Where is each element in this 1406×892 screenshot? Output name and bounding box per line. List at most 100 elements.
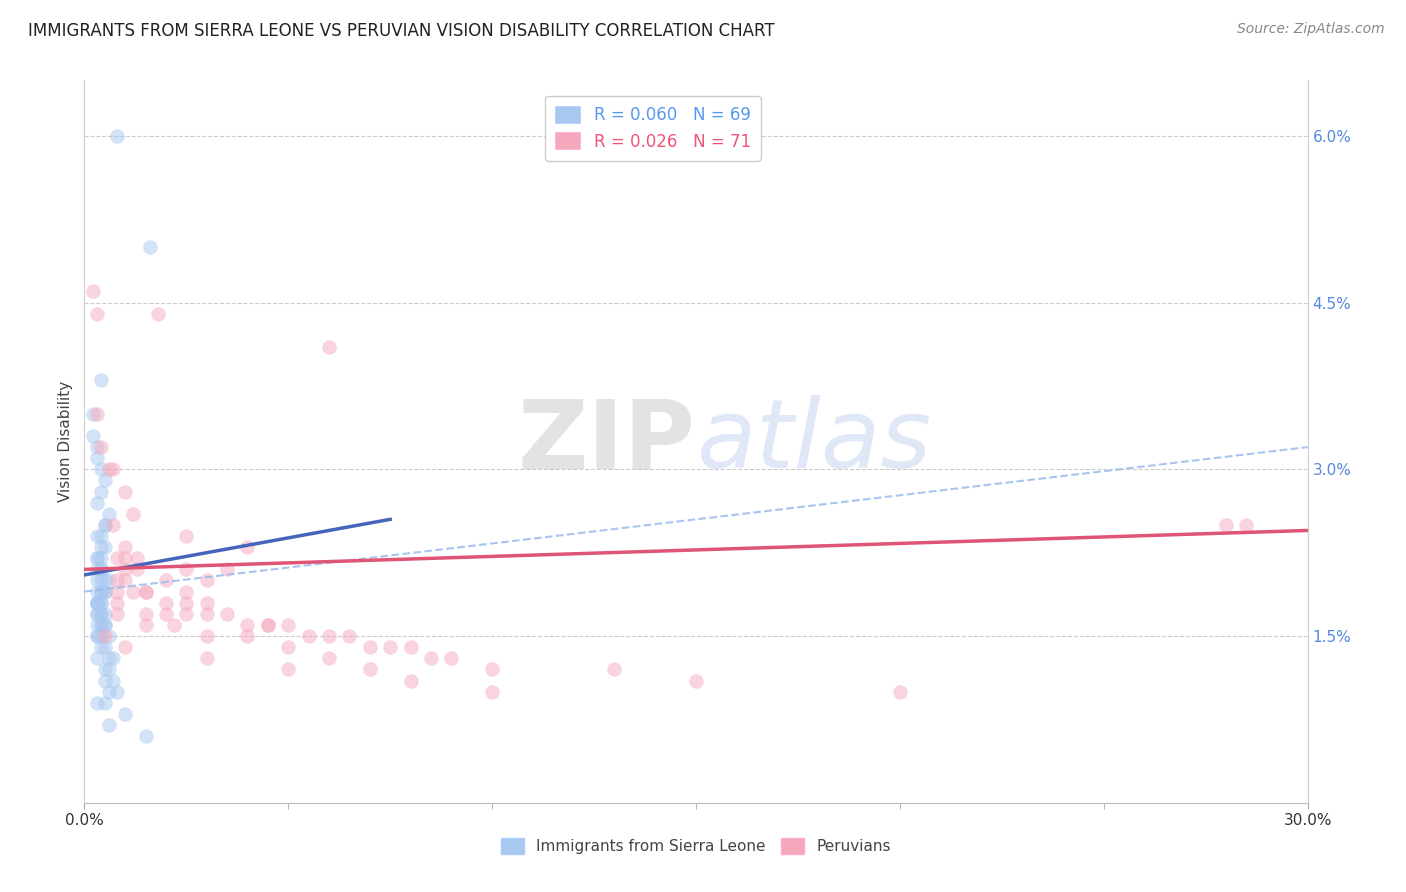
Point [90, 584, 112, 599]
Point [90, 607, 112, 621]
Point [318, 651, 340, 665]
Point [155, 596, 177, 610]
Point [236, 540, 259, 554]
Point [97, 574, 120, 588]
Point [90, 584, 112, 599]
Point [146, 307, 169, 321]
Point [86, 407, 108, 421]
Point [90, 562, 112, 576]
Point [93, 673, 115, 688]
Point [135, 607, 157, 621]
Text: Source: ZipAtlas.com: Source: ZipAtlas.com [1237, 22, 1385, 37]
Point [114, 540, 136, 554]
Point [86, 440, 108, 454]
Point [135, 729, 157, 743]
Point [90, 373, 112, 387]
Point [97, 684, 120, 698]
Point [420, 651, 443, 665]
Point [90, 607, 112, 621]
Point [86, 607, 108, 621]
Point [135, 618, 157, 632]
Point [105, 128, 128, 143]
Point [93, 474, 115, 488]
Point [90, 440, 112, 454]
Point [174, 529, 197, 543]
Point [318, 340, 340, 354]
Point [257, 618, 280, 632]
Point [195, 574, 218, 588]
Point [135, 584, 157, 599]
Point [86, 451, 108, 466]
Point [217, 562, 239, 576]
Point [90, 596, 112, 610]
Point [318, 629, 340, 643]
Point [277, 662, 299, 676]
Point [174, 562, 197, 576]
Point [86, 562, 108, 576]
Point [217, 607, 239, 621]
Point [101, 462, 124, 476]
Point [86, 551, 108, 566]
Point [399, 640, 422, 655]
Point [93, 618, 115, 632]
Point [86, 651, 108, 665]
Point [86, 618, 108, 632]
Text: ZIP: ZIP [517, 395, 696, 488]
Point [90, 551, 112, 566]
Point [122, 507, 145, 521]
Point [114, 562, 136, 576]
Point [86, 696, 108, 710]
Point [90, 640, 112, 655]
Point [114, 640, 136, 655]
Point [135, 584, 157, 599]
Point [380, 640, 402, 655]
Point [86, 629, 108, 643]
Point [97, 651, 120, 665]
Legend: Immigrants from Sierra Leone, Peruvians: Immigrants from Sierra Leone, Peruvians [495, 832, 897, 860]
Point [101, 651, 124, 665]
Point [105, 607, 128, 621]
Point [114, 574, 136, 588]
Point [97, 507, 120, 521]
Point [93, 574, 115, 588]
Point [236, 629, 259, 643]
Point [90, 618, 112, 632]
Text: atlas: atlas [696, 395, 931, 488]
Point [257, 618, 280, 632]
Point [86, 596, 108, 610]
Point [114, 551, 136, 566]
Point [105, 574, 128, 588]
Point [86, 596, 108, 610]
Point [90, 596, 112, 610]
Point [685, 673, 707, 688]
Point [90, 574, 112, 588]
Point [359, 662, 381, 676]
Point [127, 551, 149, 566]
Point [90, 484, 112, 499]
Point [86, 596, 108, 610]
Point [97, 629, 120, 643]
Point [114, 706, 136, 721]
Point [86, 529, 108, 543]
Point [195, 651, 218, 665]
Point [138, 240, 160, 254]
Point [93, 696, 115, 710]
Point [195, 607, 218, 621]
Point [82, 285, 104, 299]
Text: IMMIGRANTS FROM SIERRA LEONE VS PERUVIAN VISION DISABILITY CORRELATION CHART: IMMIGRANTS FROM SIERRA LEONE VS PERUVIAN… [28, 22, 775, 40]
Point [97, 662, 120, 676]
Point [93, 540, 115, 554]
Point [481, 662, 503, 676]
Point [1215, 517, 1237, 532]
Point [90, 629, 112, 643]
Point [359, 640, 381, 655]
Point [86, 574, 108, 588]
Point [155, 607, 177, 621]
Point [440, 651, 463, 665]
Point [86, 551, 108, 566]
Point [105, 551, 128, 566]
Point [93, 607, 115, 621]
Point [277, 640, 299, 655]
Point [195, 629, 218, 643]
Point [174, 584, 197, 599]
